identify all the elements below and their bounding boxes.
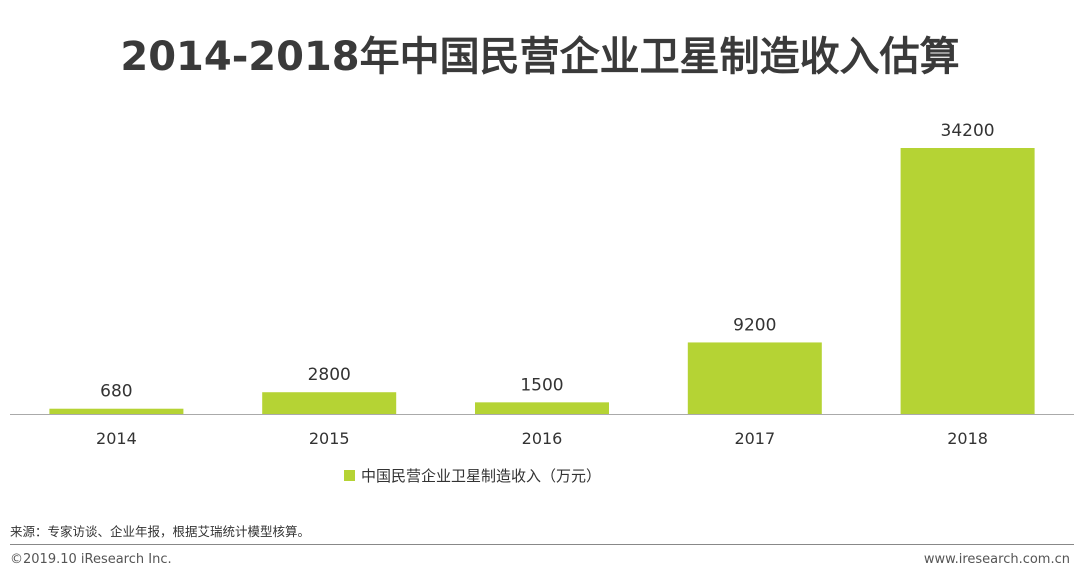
bar-2018: [900, 148, 1035, 414]
bar-2017: [687, 342, 822, 414]
legend-label: 中国民营企业卫星制造收入（万元）: [361, 466, 602, 485]
bar-2016: [475, 402, 609, 414]
bar-2015: [262, 392, 397, 414]
data-label-2014: 680: [100, 382, 132, 402]
chart-legend: 中国民营企业卫星制造收入（万元）: [344, 464, 601, 486]
data-label-2017: 9200: [733, 315, 776, 335]
chart-title: 2014-2018年中国民营企业卫星制造收入估算: [120, 34, 960, 80]
data-label-2016: 1500: [520, 375, 563, 395]
bar-2014: [49, 408, 184, 414]
data-label-2018: 34200: [941, 121, 995, 141]
x-tick-2017: 2017: [734, 429, 775, 448]
x-tick-2015: 2015: [309, 429, 350, 448]
source-note: 来源：专家访谈、企业年报，根据艾瑞统计模型核算。: [10, 524, 311, 539]
x-tick-2018: 2018: [947, 429, 988, 448]
footer-divider: [10, 544, 1074, 545]
copyright-text: ©2019.10 iResearch Inc.: [10, 552, 172, 567]
data-label-2015: 2800: [308, 365, 351, 385]
x-tick-2016: 2016: [522, 429, 563, 448]
x-tick-2014: 2014: [96, 429, 137, 448]
legend-swatch: [344, 469, 355, 481]
website-link[interactable]: www.iresearch.com.cn: [923, 552, 1070, 567]
